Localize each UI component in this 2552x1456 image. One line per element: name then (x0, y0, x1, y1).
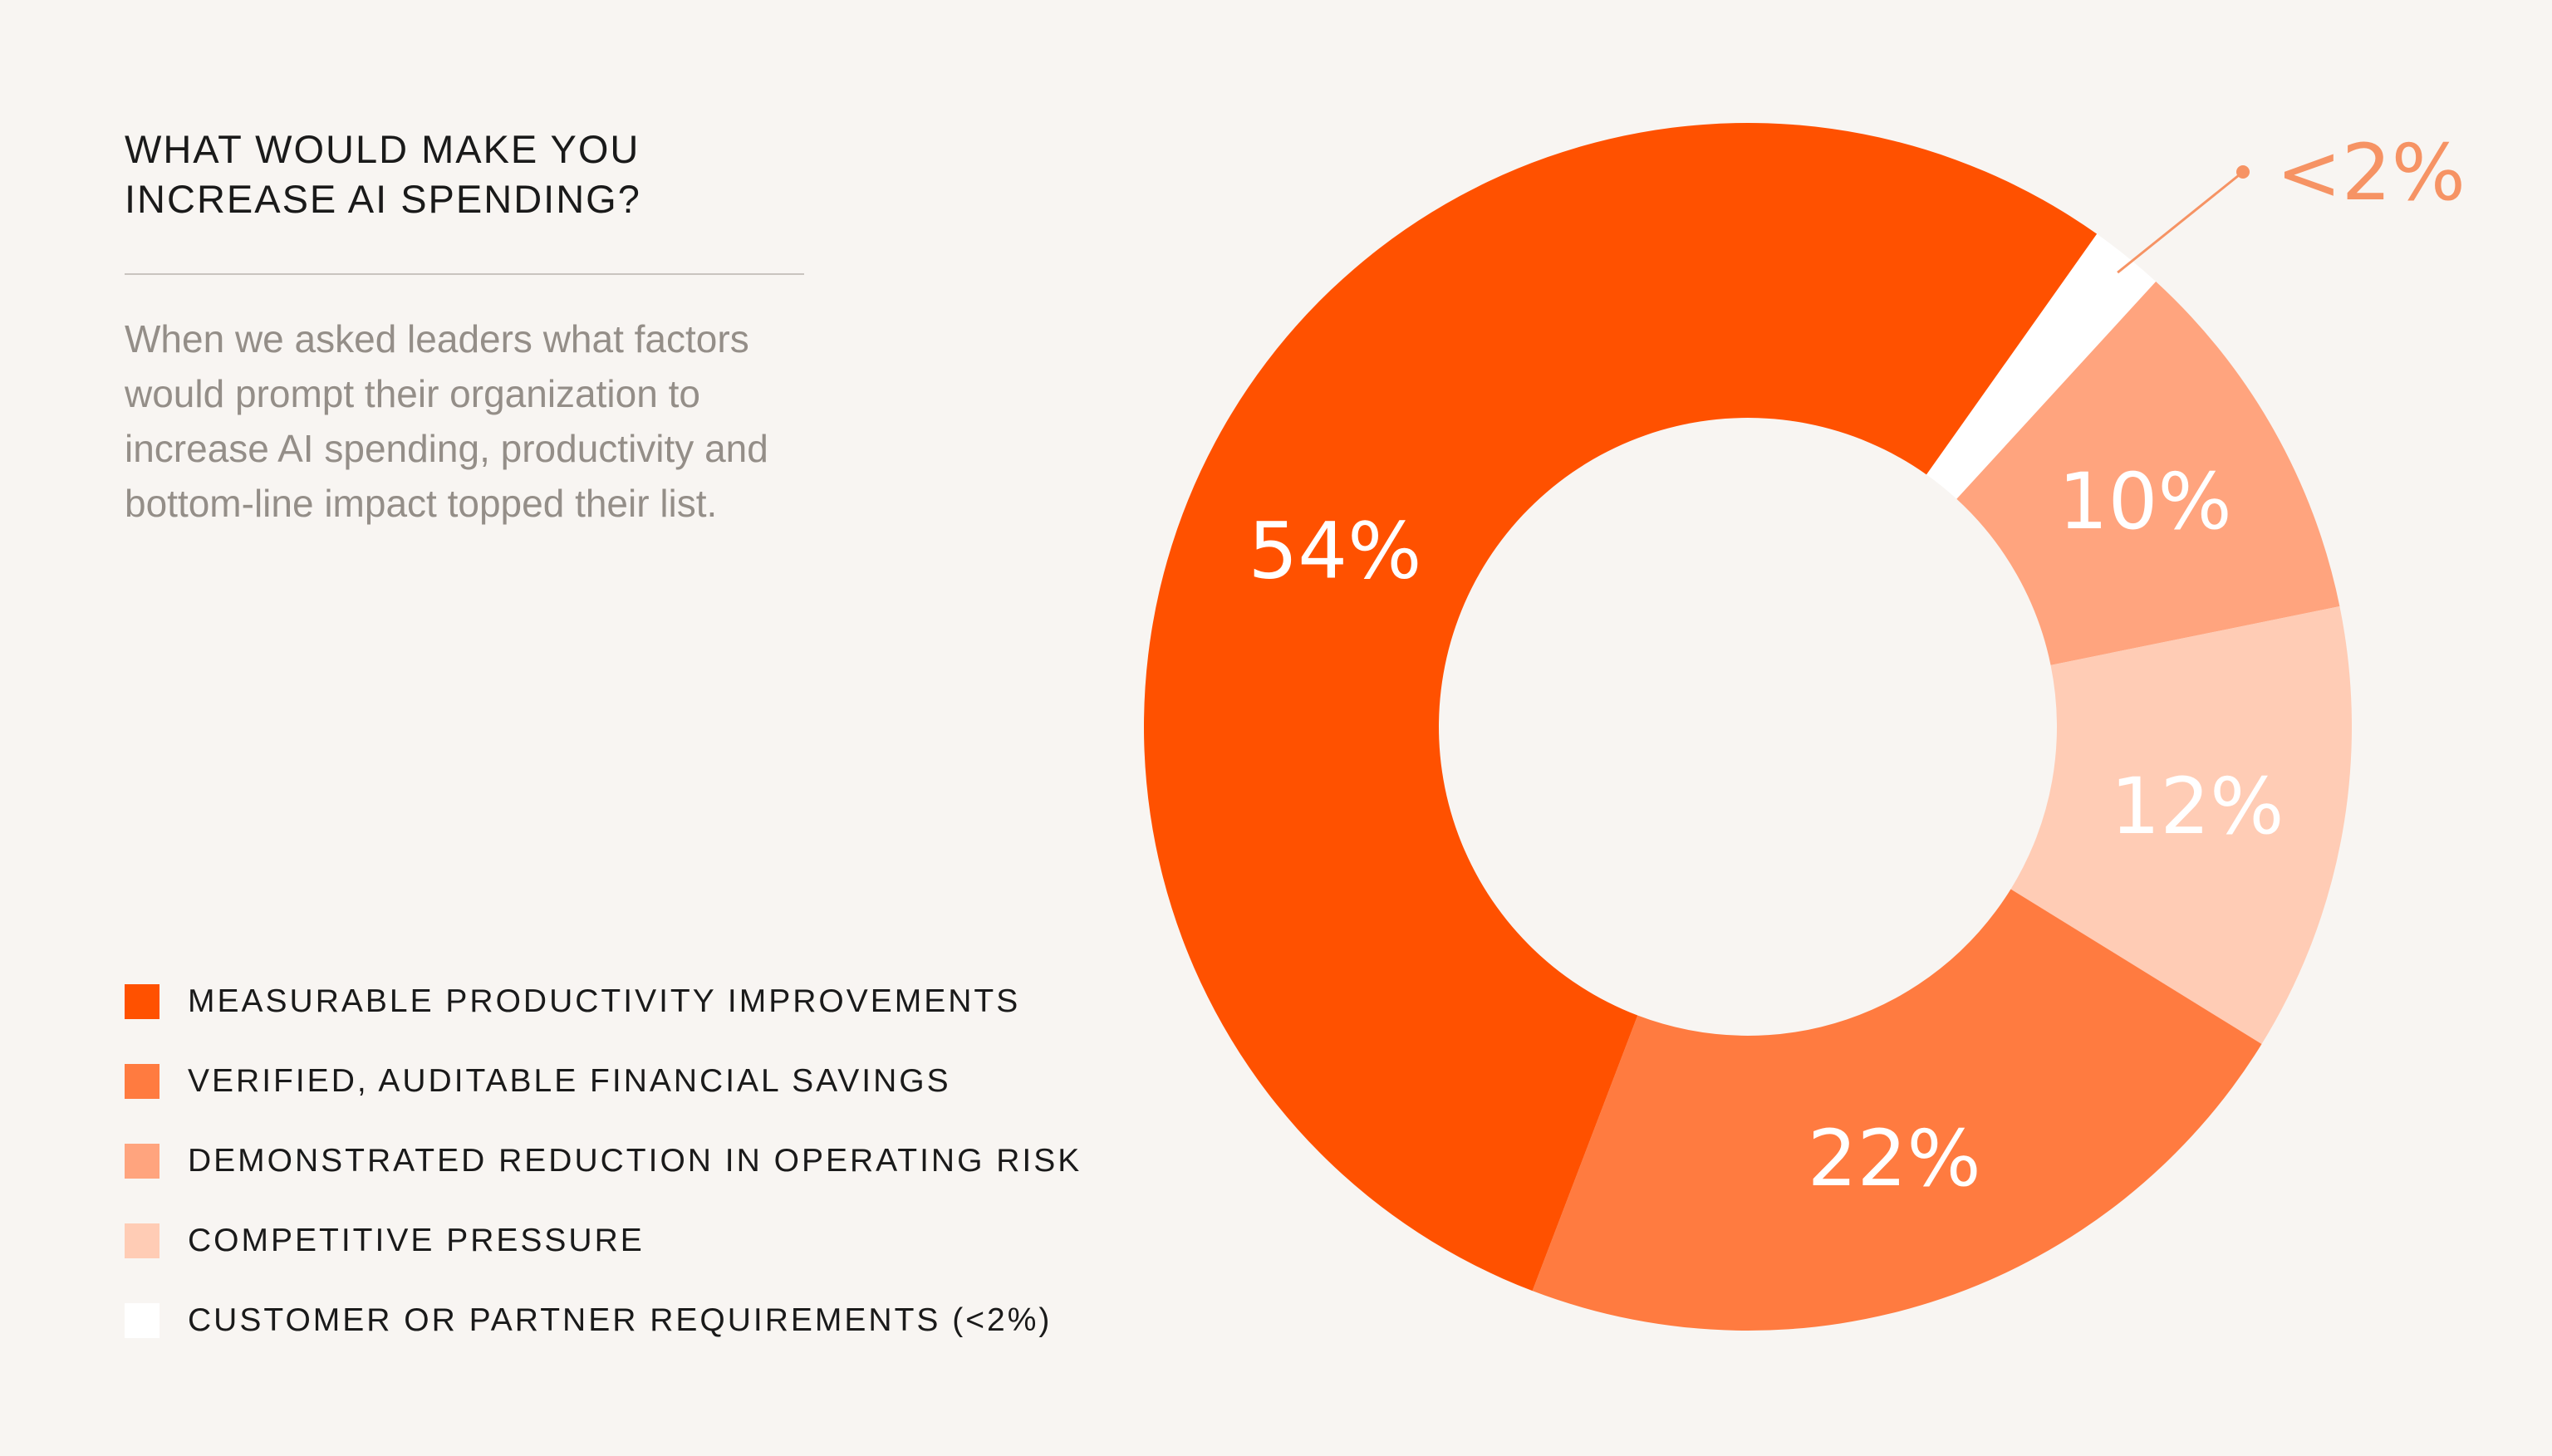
legend-item-partner-requirements: CUSTOMER OR PARTNER REQUIREMENTS (<2%) (125, 1281, 1082, 1360)
chart-heading: WHAT WOULD MAKE YOU INCREASE AI SPENDING… (125, 127, 641, 221)
heading-block: WHAT WOULD MAKE YOU INCREASE AI SPENDING… (125, 125, 806, 224)
slice-label-competitive-pressure: 12% (2111, 762, 2285, 852)
legend-swatch (125, 1303, 160, 1338)
chart-description: When we asked leaders what factors would… (125, 317, 768, 525)
slice-label-partner-requirements: <2% (2276, 128, 2466, 218)
chart-legend: MEASURABLE PRODUCTIVITY IMPROVEMENTS VER… (125, 962, 1082, 1360)
legend-label: VERIFIED, AUDITABLE FINANCIAL SAVINGS (188, 1063, 951, 1099)
legend-label: DEMONSTRATED REDUCTION IN OPERATING RISK (188, 1143, 1082, 1179)
legend-label: COMPETITIVE PRESSURE (188, 1223, 645, 1258)
slice-label-operating-risk: 10% (2059, 457, 2232, 547)
slice-label-productivity: 54% (1248, 507, 1421, 597)
legend-swatch (125, 1144, 160, 1179)
callout-dot (2236, 165, 2250, 179)
legend-label: CUSTOMER OR PARTNER REQUIREMENTS (<2%) (188, 1302, 1053, 1338)
legend-label: MEASURABLE PRODUCTIVITY IMPROVEMENTS (188, 983, 1021, 1019)
legend-swatch (125, 984, 160, 1019)
donut-slice-financial-savings (1532, 889, 2262, 1331)
legend-item-competitive-pressure: COMPETITIVE PRESSURE (125, 1201, 1082, 1281)
donut-slice-competitive-pressure (2010, 606, 2353, 1045)
donut-slice-productivity (1144, 123, 2098, 1292)
donut-slice-partner-requirements (1926, 233, 2157, 499)
donut-slice-operating-risk (1956, 281, 2340, 665)
heading-divider (125, 273, 804, 275)
legend-swatch (125, 1064, 160, 1099)
slice-label-financial-savings: 22% (1808, 1114, 1981, 1204)
legend-swatch (125, 1223, 160, 1258)
callout-line (2117, 170, 2244, 274)
legend-item-financial-savings: VERIFIED, AUDITABLE FINANCIAL SAVINGS (125, 1042, 1082, 1121)
legend-item-operating-risk: DEMONSTRATED REDUCTION IN OPERATING RISK (125, 1121, 1082, 1201)
legend-item-productivity: MEASURABLE PRODUCTIVITY IMPROVEMENTS (125, 962, 1082, 1042)
